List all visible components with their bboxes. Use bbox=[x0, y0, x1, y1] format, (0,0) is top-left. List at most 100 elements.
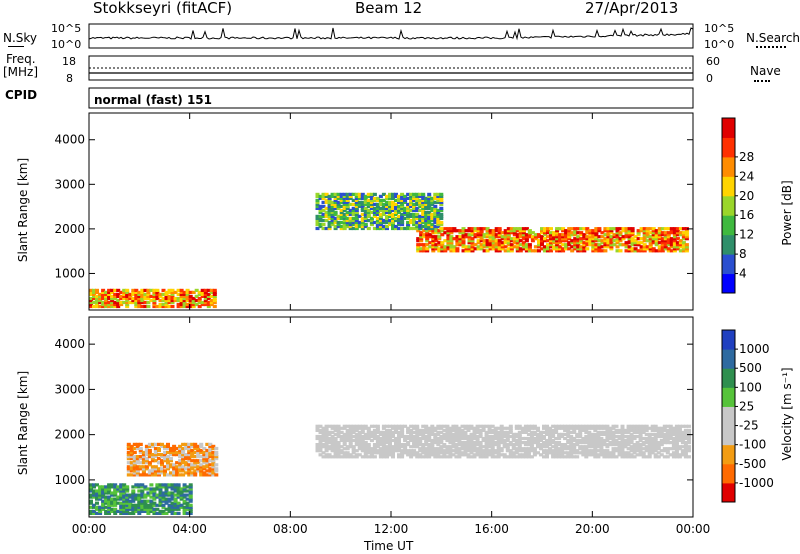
echo-cell bbox=[490, 434, 495, 439]
echo-cell bbox=[660, 249, 665, 253]
echo-cell bbox=[488, 235, 493, 239]
echo-cell bbox=[430, 441, 435, 445]
echo-cell bbox=[542, 426, 546, 430]
echo-cell bbox=[378, 220, 383, 225]
echo-cell bbox=[193, 471, 198, 475]
echo-cell bbox=[170, 491, 175, 495]
echo-cell bbox=[463, 424, 468, 428]
echo-cell bbox=[422, 249, 427, 253]
echo-cell bbox=[611, 426, 616, 430]
echo-cell bbox=[647, 438, 652, 443]
echo-cell bbox=[333, 424, 338, 428]
echo-cell bbox=[333, 426, 338, 430]
echo-region bbox=[315, 424, 691, 459]
echo-cell bbox=[472, 453, 477, 457]
echo-cell bbox=[129, 463, 134, 467]
echo-cell bbox=[591, 249, 596, 253]
echo-cell bbox=[683, 455, 688, 459]
echo-cell bbox=[582, 249, 587, 253]
echo-cell bbox=[609, 245, 614, 249]
echo-cell bbox=[433, 204, 438, 208]
echo-cell bbox=[424, 204, 429, 208]
echo-cell bbox=[381, 192, 386, 196]
echo-cell bbox=[593, 449, 598, 453]
echo-cell bbox=[662, 426, 667, 430]
echo-cell bbox=[627, 247, 632, 251]
echo-cell bbox=[406, 208, 411, 212]
echo-cell bbox=[446, 233, 451, 237]
echo-cell bbox=[330, 434, 335, 439]
echo-cell bbox=[185, 503, 190, 507]
echo-cell bbox=[330, 212, 335, 216]
echo-cell bbox=[415, 426, 420, 430]
echo-cell bbox=[497, 231, 502, 235]
echo-cell bbox=[576, 239, 581, 243]
echo-cell bbox=[315, 447, 320, 451]
echo-cell bbox=[514, 455, 519, 459]
echo-cell bbox=[602, 453, 607, 457]
echo-cell bbox=[360, 220, 365, 225]
echo-cell bbox=[140, 507, 145, 511]
echo-cell bbox=[155, 495, 160, 499]
echo-cell bbox=[107, 507, 112, 511]
echo-cell bbox=[446, 235, 451, 239]
echo-cell bbox=[324, 212, 329, 216]
echo-cell bbox=[545, 428, 549, 432]
echo-cell bbox=[333, 216, 338, 220]
echo-cell bbox=[608, 436, 613, 441]
echo-cell bbox=[354, 428, 359, 432]
echo-cell bbox=[430, 449, 435, 453]
echo-cell bbox=[385, 453, 389, 457]
echo-cell bbox=[479, 229, 484, 233]
echo-cell bbox=[644, 441, 649, 445]
echo-cell bbox=[464, 247, 469, 251]
echo-cell bbox=[327, 424, 332, 428]
echo-cell bbox=[554, 441, 559, 445]
echo-cell bbox=[567, 243, 572, 247]
echo-cell bbox=[461, 249, 466, 253]
echo-cell bbox=[570, 227, 575, 231]
echo-cell bbox=[400, 198, 405, 202]
echo-cell bbox=[512, 229, 517, 233]
echo-cell bbox=[605, 428, 610, 432]
echo-cell bbox=[415, 443, 420, 447]
echo-cell bbox=[214, 457, 219, 461]
echo-cell bbox=[680, 438, 685, 443]
echo-cell bbox=[202, 465, 207, 469]
echo-cell bbox=[593, 441, 598, 445]
echo-cell bbox=[460, 443, 465, 447]
echo-cell bbox=[318, 430, 323, 434]
echo-cell bbox=[122, 290, 127, 294]
echo-cell bbox=[632, 436, 637, 441]
echo-cell bbox=[463, 434, 468, 439]
echo-cell bbox=[496, 447, 501, 451]
echo-cell bbox=[381, 430, 386, 434]
echo-cell bbox=[381, 426, 386, 430]
echo-cell bbox=[119, 493, 124, 497]
echo-cell bbox=[363, 218, 368, 223]
echo-cell bbox=[561, 235, 566, 239]
echo-cell bbox=[185, 493, 190, 497]
echo-cell bbox=[494, 235, 499, 239]
echo-cell bbox=[339, 212, 344, 216]
echo-cell bbox=[624, 227, 629, 231]
echo-cell bbox=[92, 296, 96, 301]
echo-cell bbox=[172, 465, 177, 469]
echo-cell bbox=[211, 463, 216, 467]
echo-cell bbox=[101, 495, 106, 499]
echo-cell bbox=[548, 428, 552, 432]
echo-cell bbox=[167, 493, 172, 497]
echo-cell bbox=[555, 231, 560, 235]
echo-cell bbox=[536, 428, 540, 432]
echo-cell bbox=[196, 446, 201, 451]
echo-cell bbox=[135, 471, 140, 475]
echo-cell bbox=[318, 224, 323, 229]
echo-cell bbox=[181, 469, 186, 473]
echo-cell bbox=[327, 453, 332, 457]
echo-cell bbox=[576, 245, 581, 249]
echo-cell bbox=[336, 224, 341, 229]
echo-cell bbox=[611, 424, 616, 428]
echo-cell bbox=[333, 428, 338, 432]
echo-cell bbox=[499, 434, 504, 439]
echo-cell bbox=[161, 491, 166, 495]
